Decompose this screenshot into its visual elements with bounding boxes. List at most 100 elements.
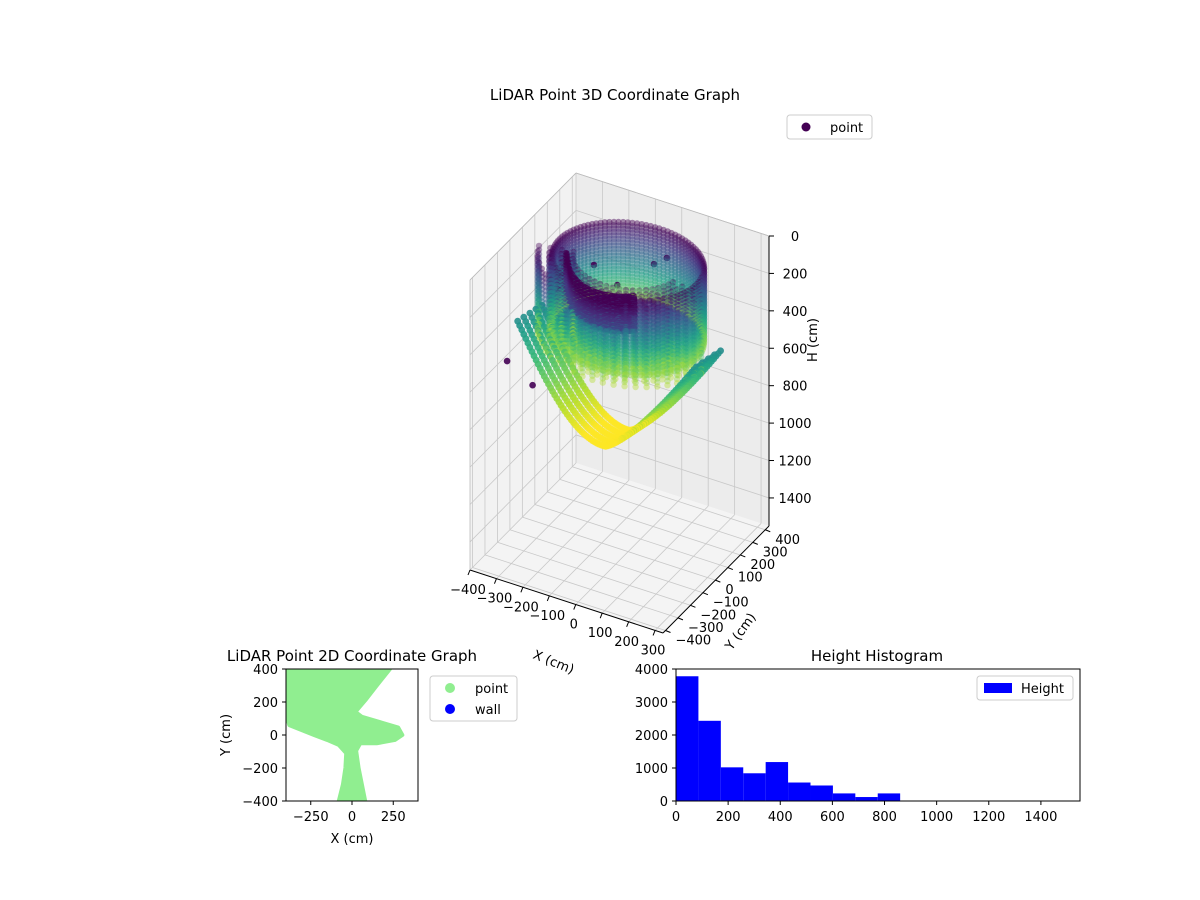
chart-3d-point (561, 238, 569, 245)
chart-3d-point (660, 233, 667, 240)
chart-3d-point (633, 247, 641, 254)
chart-3d-point (624, 252, 631, 260)
chart-3d: LiDAR Point 3D Coordinate Graph −400−300… (450, 86, 873, 678)
chart-3d-point (549, 251, 556, 258)
chart-3d-point (581, 246, 588, 253)
chart-3d-point (534, 281, 541, 288)
chart-3d-point (569, 255, 576, 263)
chart-3d-point (549, 259, 557, 266)
chart-3d-point (552, 271, 559, 279)
chart-3d-point (597, 263, 604, 270)
chart-3d-point (570, 253, 577, 260)
chart-3d-point (672, 248, 679, 255)
chart-3d-point (535, 255, 543, 262)
chart-3d-point (651, 281, 659, 288)
chart-3d-point (651, 261, 659, 268)
chart-3d-point (672, 258, 679, 265)
chart-3d-point (682, 250, 689, 258)
chart-3d-point (664, 285, 671, 292)
chart-3d-point (643, 242, 650, 249)
chart-3d-point (678, 262, 686, 269)
chart-3d-point (678, 282, 686, 289)
chart-3d-point (675, 273, 682, 281)
chart-3d-point (629, 229, 636, 237)
chart-3d-point (633, 267, 641, 274)
chart-3d-point (615, 249, 622, 256)
chart-3d-point (557, 268, 564, 276)
chart-3d-point (546, 278, 553, 285)
chart-3d-point (620, 262, 627, 270)
chart-3d-point (682, 240, 689, 248)
chart-3d-point (664, 238, 671, 245)
chart-3d-point (593, 250, 600, 257)
chart-3d-point (664, 245, 671, 252)
chart-3d-point (535, 259, 543, 267)
chart-3d-point (615, 272, 622, 280)
chart-3d-point (685, 269, 692, 277)
chart-3d-point (692, 279, 699, 287)
chart-3d-point (550, 270, 557, 277)
chart-3d-point (559, 240, 566, 247)
chart-3d-gridline (534, 504, 728, 568)
chart-3d-point (550, 250, 558, 257)
chart-3d-point (584, 242, 592, 249)
chart-3d-point (656, 286, 663, 293)
chart-3d-point (656, 282, 663, 289)
chart-3d-point (570, 257, 577, 264)
chart-3d-point (573, 255, 581, 262)
chart-3d-point (690, 260, 697, 268)
chart-3d-point (629, 270, 636, 277)
chart-3d-point (550, 283, 557, 291)
chart-3d-point (549, 268, 556, 275)
chart-3d-point (700, 271, 708, 278)
chart-3d-point (549, 277, 556, 284)
chart-3d-point (664, 248, 671, 255)
chart-3d-point (694, 248, 701, 255)
chart-3d-point (570, 236, 577, 244)
chart-3d-point (638, 264, 645, 272)
chart-3d-point (678, 269, 686, 276)
chart-3d-point (624, 226, 631, 233)
chart-3d-point (660, 250, 667, 257)
chart-3d-point (581, 229, 588, 236)
chart-3d-point (672, 241, 679, 249)
chart-3d-point (547, 281, 554, 289)
chart-3d-point (547, 248, 554, 256)
chart-3d-point (557, 250, 565, 258)
chart-3d-point (573, 225, 581, 232)
chart-3d-point (534, 252, 541, 259)
chart-3d-point (664, 235, 671, 242)
chart-3d-point (700, 267, 708, 275)
chart-3d-point (624, 239, 631, 246)
chart-3d-point (549, 281, 557, 288)
chart-3d-point (549, 281, 557, 288)
chart-3d-point (700, 267, 707, 274)
chart-3d-point (584, 262, 592, 269)
chart-3d-point (699, 285, 707, 292)
chart-3d-point (557, 282, 564, 289)
chart-3d-point (535, 280, 543, 287)
chart-3d-point (601, 266, 609, 273)
chart-3d-point (610, 242, 618, 249)
chart-3d-point (651, 251, 659, 258)
chart-3d-point (698, 281, 705, 288)
chart-3d-point (546, 249, 553, 256)
chart-3d-point (606, 225, 613, 233)
chart-3d-point (547, 257, 554, 264)
chart-3d-gridline (575, 210, 770, 274)
chart-3d-point (620, 272, 627, 280)
chart-3d-point (550, 260, 557, 267)
chart-3d-point (550, 267, 557, 274)
chart-3d-point (584, 245, 592, 252)
chart-3d-point (668, 240, 675, 247)
chart-3d-point (572, 262, 579, 270)
chart-3d-point (609, 284, 616, 291)
chart-3d-point (615, 245, 622, 253)
chart-3d-point (555, 247, 562, 254)
chart-3d-point (601, 283, 609, 290)
chart-3d-point (547, 261, 554, 268)
chart-3d-point (678, 252, 686, 259)
chart-3d-point (577, 230, 584, 238)
chart-3d-point (689, 284, 696, 291)
chart-3d-point (610, 272, 618, 280)
